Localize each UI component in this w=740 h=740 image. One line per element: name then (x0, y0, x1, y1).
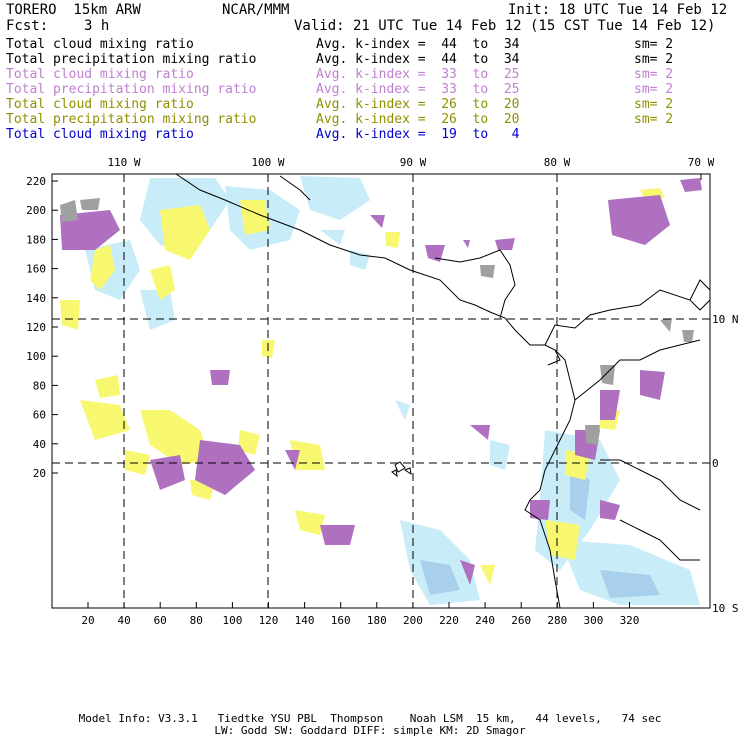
grid-y-label: 100 (26, 350, 46, 363)
model-info-line1: Model Info: V3.3.1 Tiedtke YSU PBL Thomp… (78, 712, 662, 725)
valid-time: Valid: 21 UTC Tue 14 Feb 12 (15 CST Tue … (294, 18, 716, 34)
lon-label: 100 W (251, 156, 284, 169)
grid-y-label: 200 (26, 204, 46, 217)
legend-smoothing: sm= 2 (634, 97, 674, 112)
center-label: NCAR/MMM (222, 2, 290, 18)
grid-x-label: 160 (331, 614, 351, 627)
lon-label: 90 W (400, 156, 427, 169)
grid-x-label: 40 (117, 614, 130, 627)
grid-y-label: 80 (33, 379, 46, 392)
legend-smoothing: sm= 2 (634, 37, 674, 52)
legend-kindex: Avg. k-index = 44 to 34 (316, 37, 520, 52)
grid-x-label: 120 (259, 614, 279, 627)
plot-border (51, 173, 711, 609)
coastlines (175, 174, 710, 608)
grid-y-label: 160 (26, 263, 46, 276)
model-info-line2: LW: Godd SW: Goddard DIFF: simple KM: 2D… (214, 724, 526, 737)
light-cloud-layer (85, 176, 700, 605)
legend-field-name: Total cloud mixing ratio (6, 127, 194, 142)
grid-y-label: 220 (26, 175, 46, 188)
gray-cloud-layer (60, 198, 694, 445)
grid-x-label: 200 (403, 614, 423, 627)
grid-x-label: 320 (620, 614, 640, 627)
grid-x-label: 60 (154, 614, 167, 627)
lon-label: 110 W (107, 156, 140, 169)
legend-field-name: Total cloud mixing ratio (6, 67, 194, 82)
grid-x-label: 240 (475, 614, 495, 627)
grid-x-label: 260 (511, 614, 531, 627)
grid-y-label: 120 (26, 321, 46, 334)
yellow-cloud-layer (60, 188, 665, 585)
axis-labels: 110 W 100 W 90 W 80 W 70 W 10 N 0 10 S 220 200 180… (26, 156, 738, 627)
legend-kindex: Avg. k-index = 26 to 20 (316, 112, 520, 127)
legend-kindex: Avg. k-index = 33 to 25 (316, 67, 520, 82)
grid-x-label: 300 (583, 614, 603, 627)
legend-field-name: Total cloud mixing ratio (6, 97, 194, 112)
lat-label: 0 (712, 457, 719, 470)
medium-cloud-layer (420, 470, 660, 598)
grid-y-label: 60 (33, 409, 46, 422)
legend-smoothing: sm= 2 (634, 52, 674, 67)
grid-x-label: 180 (367, 614, 387, 627)
legend-field-name: Total precipitation mixing ratio (6, 82, 257, 97)
init-time: Init: 18 UTC Tue 14 Feb 12 (508, 2, 728, 18)
legend-field-name: Total precipitation mixing ratio (6, 52, 257, 67)
grid-x-label: 280 (547, 614, 567, 627)
legend-smoothing: sm= 2 (634, 67, 674, 82)
legend-kindex: Avg. k-index = 19 to 4 (316, 127, 520, 142)
forecast-value: 3 h (84, 18, 110, 34)
lon-label: 70 W (688, 156, 715, 169)
grid-y-label: 40 (33, 438, 46, 451)
lat-lon-grid (52, 174, 710, 608)
grid-y-label: 20 (33, 467, 46, 480)
grid-x-label: 220 (439, 614, 459, 627)
legend-field-name: Total precipitation mixing ratio (6, 112, 257, 127)
grid-x-label: 140 (295, 614, 315, 627)
grid-y-label: 140 (26, 292, 46, 305)
map-plot-area (52, 174, 710, 608)
legend-kindex: Avg. k-index = 26 to 20 (316, 97, 520, 112)
legend-smoothing: sm= 2 (634, 112, 674, 127)
forecast-label: Fcst: (6, 18, 49, 34)
model-title: TORERO 15km ARW (6, 2, 141, 18)
grid-x-label: 80 (190, 614, 203, 627)
grid-x-label: 20 (81, 614, 94, 627)
legend-kindex: Avg. k-index = 33 to 25 (316, 82, 520, 97)
grid-x-label: 100 (222, 614, 242, 627)
axis-ticks (52, 174, 710, 609)
lat-label: 10 N (712, 313, 739, 326)
legend-kindex: Avg. k-index = 44 to 34 (316, 52, 520, 67)
lat-label: 10 S (712, 602, 739, 615)
lon-label: 80 W (544, 156, 571, 169)
legend-field-name: Total cloud mixing ratio (6, 37, 194, 52)
legend-smoothing: sm= 2 (634, 82, 674, 97)
grid-y-label: 180 (26, 233, 46, 246)
